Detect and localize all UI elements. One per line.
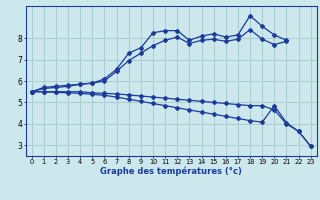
X-axis label: Graphe des températures (°c): Graphe des températures (°c) bbox=[100, 167, 242, 176]
